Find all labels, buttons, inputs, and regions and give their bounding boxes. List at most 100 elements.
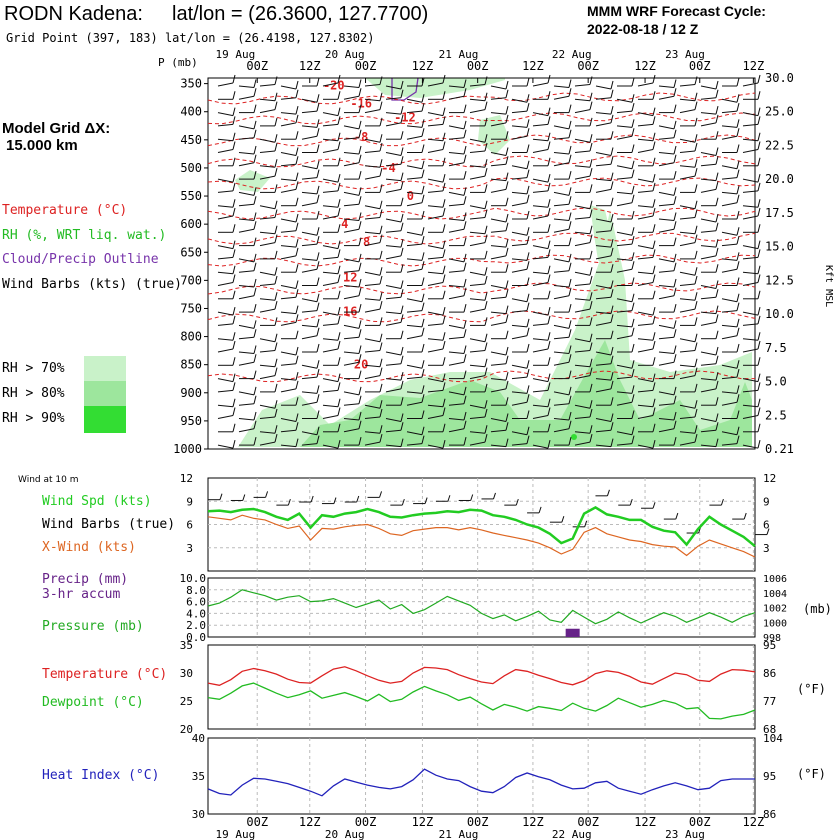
wind-barb bbox=[406, 231, 423, 236]
wind-barb bbox=[337, 382, 341, 391]
wind-barb bbox=[295, 264, 299, 273]
wind-barb bbox=[526, 277, 530, 286]
wind-barb bbox=[742, 215, 759, 220]
wind-barb bbox=[547, 306, 551, 316]
wind-barb-10m bbox=[447, 495, 451, 502]
wind-barb bbox=[505, 380, 509, 390]
wind-barb bbox=[505, 156, 509, 165]
wind-barb bbox=[526, 343, 530, 353]
wind-barb bbox=[757, 290, 761, 299]
legend-rh-90-swatch bbox=[84, 406, 126, 433]
wind-barb bbox=[364, 109, 381, 114]
wind-barb bbox=[421, 318, 425, 328]
wind-barb bbox=[553, 258, 570, 263]
wind-barb bbox=[742, 123, 759, 127]
wind-barb bbox=[715, 114, 719, 124]
wind-barb bbox=[742, 256, 759, 260]
wind-barb bbox=[595, 255, 612, 260]
wind-barb bbox=[358, 154, 362, 163]
wind-barb-10m bbox=[584, 520, 588, 527]
wind-barb bbox=[484, 250, 488, 260]
wind-barb bbox=[400, 105, 404, 115]
wind-barb bbox=[484, 209, 488, 218]
wind-barb bbox=[295, 422, 299, 431]
wind-barb bbox=[448, 324, 465, 329]
wind-barb bbox=[259, 242, 276, 247]
wind-barb bbox=[568, 120, 572, 130]
wind-barb bbox=[658, 428, 675, 433]
wind-barb-10m bbox=[219, 493, 223, 500]
wind-barb bbox=[616, 310, 633, 313]
wind-barb bbox=[280, 218, 297, 223]
wind-barb bbox=[316, 360, 320, 369]
wind-barb bbox=[553, 152, 570, 155]
temperature-contour bbox=[207, 282, 756, 295]
hour-label-bottom: 12Z bbox=[522, 815, 544, 829]
wind-barb bbox=[616, 391, 633, 394]
wind-barb bbox=[280, 122, 297, 127]
forecast-cycle-label: MMM WRF Forecast Cycle: bbox=[587, 3, 766, 19]
height-tick-label: 7.5 bbox=[765, 341, 787, 355]
wind-barb bbox=[280, 378, 297, 381]
wind-barb bbox=[385, 378, 402, 381]
wind-barb bbox=[484, 400, 488, 409]
wind-barb bbox=[631, 252, 635, 261]
wind-barb bbox=[442, 141, 446, 150]
wind-barb bbox=[658, 285, 675, 288]
wind-barb bbox=[526, 102, 530, 112]
wind-barb bbox=[631, 94, 635, 103]
wind-barb-10m bbox=[538, 506, 542, 514]
wind-barb bbox=[469, 205, 486, 210]
wind-barb bbox=[259, 375, 276, 380]
wind-barb bbox=[400, 222, 404, 231]
wind-barb bbox=[343, 95, 360, 100]
heat-index-y-tick: 35 bbox=[192, 770, 205, 783]
wind-barb bbox=[568, 262, 572, 271]
heat-index-y-tick: 30 bbox=[192, 808, 205, 821]
wind-barb bbox=[427, 123, 444, 127]
wind-barb bbox=[658, 295, 675, 300]
wind-barb bbox=[364, 98, 381, 102]
wind-barb bbox=[337, 340, 341, 350]
wind-barb bbox=[463, 253, 467, 263]
wind-barb bbox=[610, 438, 614, 447]
wind-barb bbox=[295, 280, 299, 289]
wind-barb bbox=[280, 388, 297, 393]
wind-barb bbox=[721, 401, 738, 406]
legend-rh-80: RH > 80% bbox=[2, 386, 65, 401]
wind-barb bbox=[259, 231, 276, 235]
wind-barb bbox=[358, 129, 362, 138]
wind-barb bbox=[610, 105, 614, 115]
wind-barb bbox=[637, 271, 654, 275]
wind-barb bbox=[421, 102, 425, 112]
wind-barb bbox=[673, 395, 677, 404]
wind-barb-10m bbox=[401, 498, 405, 506]
wind-barb bbox=[568, 436, 572, 446]
wind-barb bbox=[658, 336, 675, 340]
wind-barb bbox=[757, 332, 761, 341]
wind-barb bbox=[358, 395, 362, 404]
wind-barb bbox=[253, 170, 257, 180]
wind-barb bbox=[679, 416, 696, 419]
wind-barb bbox=[694, 408, 698, 418]
wind-barb bbox=[379, 333, 383, 342]
wind-barb bbox=[574, 431, 591, 434]
wind-barb bbox=[715, 131, 719, 140]
wind-barb bbox=[532, 311, 549, 316]
wind-barb bbox=[589, 292, 593, 301]
wind-barb bbox=[547, 290, 551, 299]
wind-barb bbox=[610, 197, 614, 206]
legend-dewpoint: Dewpoint (°C) bbox=[42, 695, 144, 710]
wind-barb bbox=[568, 212, 572, 221]
wind-barb bbox=[715, 314, 719, 323]
wind-barb bbox=[673, 262, 677, 271]
wind-barb bbox=[505, 438, 509, 447]
hour-label-top: 12Z bbox=[412, 59, 434, 73]
wind-barb bbox=[274, 400, 278, 409]
wind-barb bbox=[715, 89, 719, 98]
wind-barb bbox=[532, 149, 549, 153]
wind-barb bbox=[484, 200, 488, 209]
wind-barb bbox=[358, 212, 362, 221]
wind-barb bbox=[217, 82, 234, 87]
wind-barb bbox=[532, 338, 549, 341]
